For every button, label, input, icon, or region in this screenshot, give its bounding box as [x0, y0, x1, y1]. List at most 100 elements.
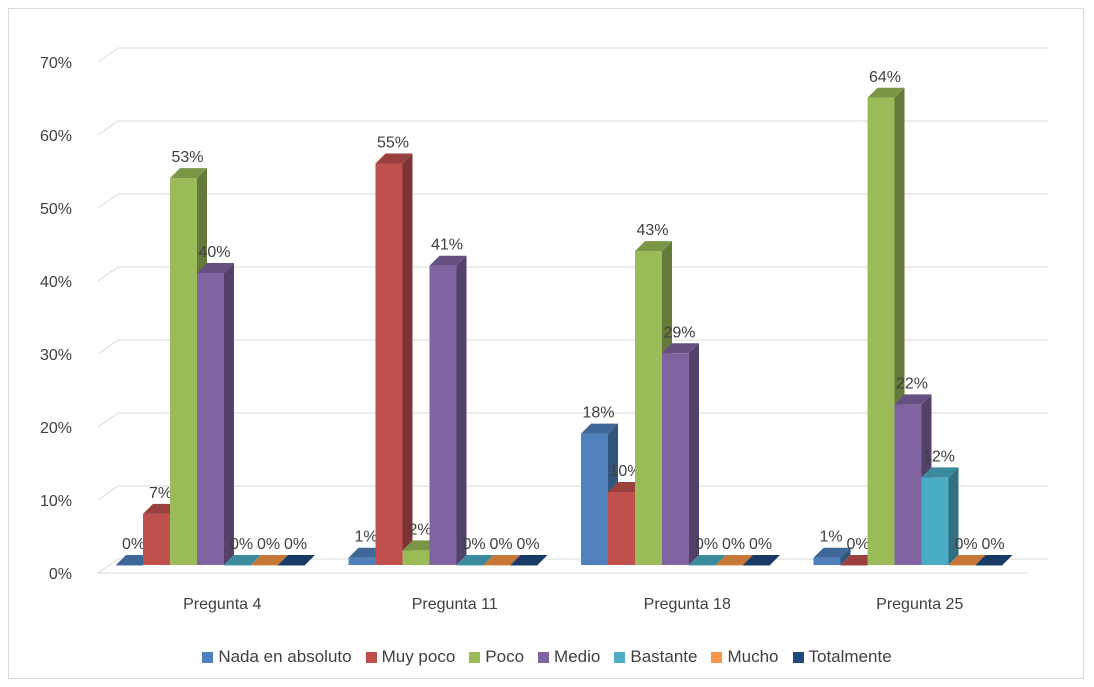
data-label: 12%: [923, 448, 955, 465]
data-label: 0%: [284, 536, 307, 553]
bar: [375, 163, 403, 565]
bar: [743, 565, 770, 566]
bar-side: [948, 467, 959, 565]
bar-top: [510, 555, 548, 565]
gridline-wall: [97, 339, 119, 355]
bar: [251, 565, 278, 566]
legend-label: Mucho: [727, 647, 779, 666]
bar: [402, 550, 430, 565]
bar: [348, 557, 376, 565]
gridline-wall: [97, 193, 119, 209]
y-tick-label: 40%: [40, 274, 72, 291]
gridline-wall: [97, 47, 119, 63]
data-label: 29%: [663, 324, 695, 341]
y-tick-label: 50%: [40, 201, 72, 218]
bar: [921, 477, 949, 565]
y-tick-label: 60%: [40, 128, 72, 145]
x-tick-label: Pregunta 25: [876, 596, 963, 613]
bar-top: [224, 555, 261, 565]
data-label: 41%: [431, 237, 463, 254]
bar-top: [743, 555, 780, 565]
data-label: 40%: [198, 244, 230, 261]
legend-item: Nada en absoluto: [202, 647, 352, 667]
y-tick-label: 70%: [40, 55, 72, 72]
bar: [197, 273, 224, 565]
bar: [143, 513, 170, 565]
bar: [116, 565, 143, 566]
legend-swatch: [792, 651, 804, 663]
legend-label: Nada en absoluto: [218, 647, 352, 666]
bar: [975, 565, 1003, 566]
bar: [948, 565, 976, 566]
x-tick-label: Pregunta 4: [183, 596, 261, 613]
data-label: 0%: [489, 536, 512, 553]
data-label: 0%: [749, 536, 772, 553]
x-tick-label: Pregunta 18: [644, 596, 731, 613]
bar-top: [975, 555, 1013, 565]
bar: [894, 404, 922, 565]
bar-top: [456, 555, 494, 565]
data-label: 64%: [869, 69, 901, 86]
data-label: 7%: [149, 485, 172, 502]
legend-item: Bastante: [614, 647, 697, 667]
chart-legend: Nada en absoluto Muy poco Poco Medio Bastant…: [0, 645, 1094, 669]
bar-top: [429, 255, 467, 266]
legend-label: Muy poco: [381, 647, 456, 666]
data-label: 0%: [981, 536, 1004, 553]
bar: [456, 565, 484, 566]
bar-top: [662, 343, 699, 354]
bar: [813, 557, 841, 565]
legend-label: Totalmente: [808, 647, 892, 666]
data-label: 0%: [122, 536, 145, 553]
bar: [867, 97, 895, 566]
legend-swatch: [365, 651, 377, 663]
bar: [689, 565, 716, 566]
legend-swatch: [614, 651, 626, 663]
bar-top: [921, 467, 959, 478]
bar: [510, 565, 538, 566]
data-label: 22%: [896, 375, 928, 392]
bar-top: [813, 547, 851, 558]
legend-label: Medio: [554, 647, 601, 666]
bar-top: [948, 555, 986, 565]
bar: [840, 565, 868, 566]
bar-side: [689, 343, 699, 565]
gridline-wall: [97, 120, 119, 136]
bar-top: [581, 423, 618, 434]
bar: [224, 565, 251, 566]
data-label: 0%: [954, 536, 977, 553]
data-label: 1%: [354, 529, 377, 546]
y-tick-label: 0%: [49, 566, 72, 583]
bar-top: [635, 241, 672, 252]
bar: [635, 251, 662, 565]
bar-chart: 0% 10% 20% 30% 40% 50% 60% 70% Pregunta 4 Pregunt…: [40, 47, 1048, 613]
legend-item: Muy poco: [365, 647, 456, 667]
gridline-wall: [97, 558, 119, 574]
data-label: 18%: [582, 405, 614, 422]
legend-item: Totalmente: [792, 647, 892, 667]
y-tick-label: 20%: [40, 420, 72, 437]
bar-top: [894, 394, 932, 405]
bar-top: [716, 555, 753, 565]
bar-side: [402, 153, 413, 565]
bar: [581, 433, 608, 565]
y-tick-label: 10%: [40, 493, 72, 510]
y-tick-label: 30%: [40, 347, 72, 364]
bar: [483, 565, 511, 566]
bar: [608, 492, 635, 565]
legend-label: Poco: [485, 647, 525, 666]
legend-swatch: [711, 651, 723, 663]
legend-swatch: [202, 651, 214, 663]
data-label: 1%: [819, 529, 842, 546]
bar: [716, 565, 743, 566]
legend-item: Poco: [469, 647, 524, 667]
data-label: 10%: [609, 463, 641, 480]
legend-item: Medio: [538, 647, 600, 667]
data-label: 0%: [695, 536, 718, 553]
legend-item: Mucho: [711, 647, 779, 667]
bar-top: [375, 153, 413, 164]
data-label: 43%: [636, 222, 668, 239]
gridline-wall: [97, 266, 119, 282]
bar: [170, 178, 197, 565]
data-label: 55%: [377, 135, 409, 152]
